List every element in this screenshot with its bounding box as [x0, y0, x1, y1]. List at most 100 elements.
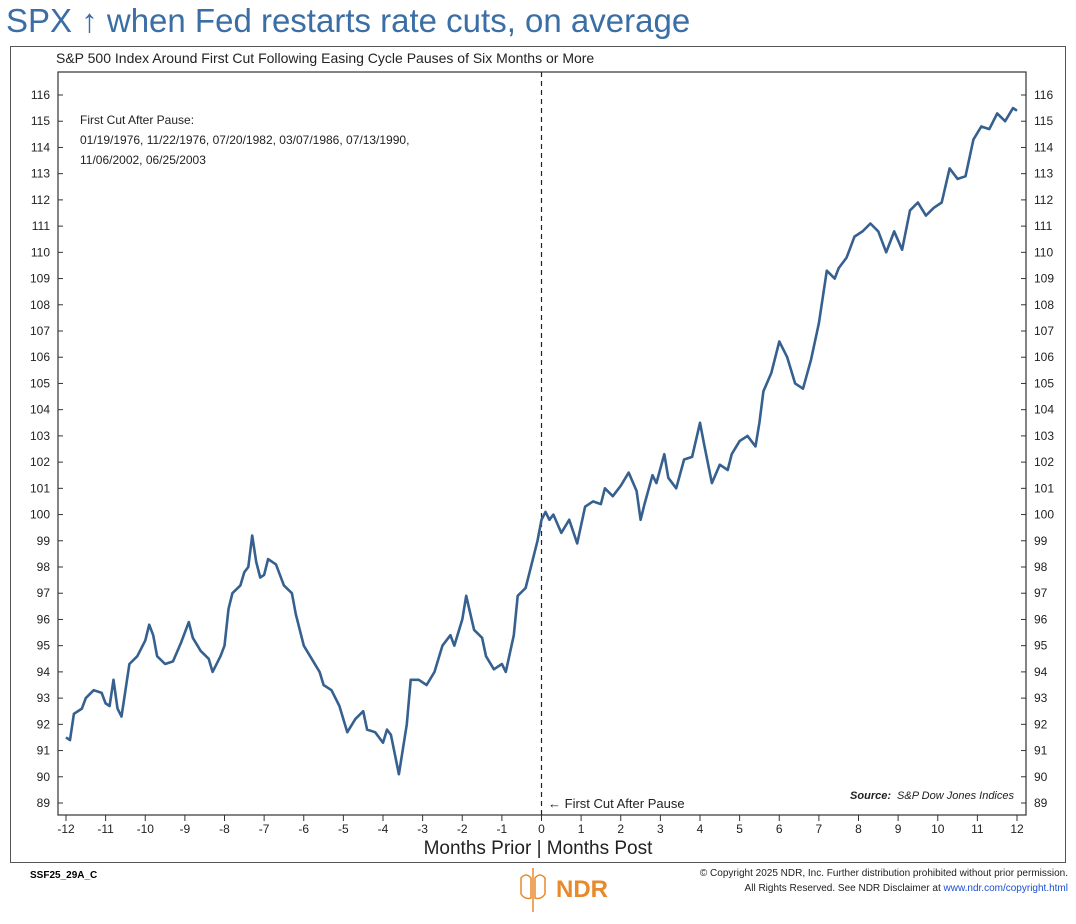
- x-tick-label: 7: [816, 822, 823, 836]
- x-tick-label: 6: [776, 822, 783, 836]
- y-tick-label-left: 101: [30, 481, 50, 495]
- x-tick-label: -1: [497, 822, 508, 836]
- y-tick-label-left: 115: [31, 114, 50, 128]
- y-tick-label-right: 110: [1034, 245, 1053, 259]
- chart-title: S&P 500 Index Around First Cut Following…: [56, 50, 595, 66]
- x-tick-label: 11: [971, 822, 984, 836]
- x-tick-label: -7: [259, 822, 270, 836]
- y-tick-label-left: 92: [37, 717, 51, 731]
- x-tick-label: -12: [57, 822, 75, 836]
- y-tick-label-right: 109: [1034, 272, 1054, 286]
- copyright: © Copyright 2025 NDR, Inc. Further distr…: [699, 868, 1069, 894]
- y-tick-label-left: 105: [30, 376, 50, 390]
- annotation-title: First Cut After Pause:: [80, 113, 195, 127]
- x-tick-label: 10: [931, 822, 945, 836]
- y-tick-label-left: 99: [37, 534, 51, 548]
- y-tick-label-left: 111: [32, 219, 51, 233]
- ndr-logo: NDR: [516, 868, 608, 912]
- x-tick-label: 3: [657, 822, 664, 836]
- y-tick-label-left: 102: [30, 455, 50, 469]
- source-label: Source:: [850, 790, 892, 802]
- x-tick-label: -9: [180, 822, 191, 836]
- x-tick-label: -11: [97, 822, 114, 836]
- y-tick-label-left: 103: [30, 429, 50, 443]
- y-tick-label-right: 95: [1034, 639, 1048, 653]
- y-tick-label-left: 93: [37, 691, 51, 705]
- y-tick-label-right: 101: [1034, 481, 1054, 495]
- x-tick-label: -10: [137, 822, 155, 836]
- chart-code: SSF25_29A_C: [30, 870, 98, 881]
- annotation-line1: 01/19/1976, 11/22/1976, 07/20/1982, 03/0…: [80, 133, 410, 147]
- y-tick-label-right: 106: [1034, 350, 1054, 364]
- y-tick-label-left: 108: [30, 298, 50, 312]
- y-tick-label-right: 90: [1034, 770, 1048, 784]
- annotation-line2: 11/06/2002, 06/25/2003: [80, 153, 206, 167]
- x-tick-label: 5: [736, 822, 743, 836]
- y-tick-label-right: 99: [1034, 534, 1048, 548]
- y-tick-label-right: 102: [1034, 455, 1054, 469]
- y-tick-label-right: 91: [1034, 744, 1048, 758]
- y-tick-label-right: 105: [1034, 376, 1054, 390]
- y-tick-label-left: 106: [30, 350, 50, 364]
- y-tick-label-right: 100: [1034, 508, 1054, 522]
- y-tick-label-right: 114: [1034, 140, 1053, 154]
- x-tick-label: 4: [697, 822, 704, 836]
- source-text: S&P Dow Jones Indices: [897, 790, 1014, 802]
- y-tick-label-left: 97: [37, 586, 51, 600]
- x-tick-label: -4: [378, 822, 389, 836]
- x-tick-label: 1: [578, 822, 585, 836]
- y-tick-label-right: 97: [1034, 586, 1048, 600]
- headline: SPX ↑ when Fed restarts rate cuts, on av…: [6, 2, 691, 39]
- y-tick-label-right: 112: [1034, 193, 1053, 207]
- annotation: First Cut After Pause: 01/19/1976, 11/22…: [80, 110, 409, 170]
- y-tick-label-right: 94: [1034, 665, 1048, 679]
- y-tick-label-left: 89: [37, 796, 51, 810]
- chart-frame: [10, 46, 1066, 863]
- y-tick-label-left: 116: [31, 88, 50, 102]
- x-tick-label: -2: [457, 822, 468, 836]
- x-tick-label: -3: [417, 822, 428, 836]
- arrow-left-icon: ←: [548, 796, 565, 811]
- y-tick-label-left: 96: [37, 612, 51, 626]
- y-tick-label-right: 104: [1034, 403, 1054, 417]
- y-tick-label-right: 107: [1034, 324, 1054, 338]
- y-tick-label-left: 109: [30, 272, 50, 286]
- x-tick-label: 12: [1010, 822, 1024, 836]
- y-tick-label-right: 96: [1034, 612, 1048, 626]
- y-tick-label-left: 110: [31, 245, 50, 259]
- x-axis-title: Months Prior | Months Post: [423, 838, 653, 859]
- y-tick-label-left: 107: [30, 324, 50, 338]
- y-tick-label-left: 100: [30, 508, 50, 522]
- y-tick-label-left: 91: [37, 744, 51, 758]
- y-tick-label-right: 111: [1034, 219, 1053, 233]
- y-tick-label-left: 104: [30, 403, 50, 417]
- y-tick-label-left: 98: [37, 560, 51, 574]
- copyright-link[interactable]: www.ndr.com/copyright.html: [943, 883, 1069, 894]
- y-tick-label-right: 98: [1034, 560, 1048, 574]
- y-tick-label-left: 113: [31, 167, 50, 181]
- y-tick-label-right: 115: [1034, 114, 1053, 128]
- y-tick-label-left: 114: [31, 140, 50, 154]
- x-tick-label: 0: [538, 822, 545, 836]
- y-tick-label-right: 108: [1034, 298, 1054, 312]
- y-tick-label-right: 116: [1034, 88, 1053, 102]
- y-tick-label-right: 103: [1034, 429, 1054, 443]
- y-tick-label-left: 94: [37, 665, 51, 679]
- y-tick-label-right: 92: [1034, 717, 1048, 731]
- y-tick-label-left: 112: [31, 193, 50, 207]
- y-tick-label-left: 90: [37, 770, 51, 784]
- series-line: [65, 106, 1018, 776]
- x-tick-label: -6: [298, 822, 309, 836]
- x-tick-label: -5: [338, 822, 349, 836]
- y-tick-label-right: 113: [1034, 167, 1053, 181]
- x-tick-label: -8: [219, 822, 230, 836]
- source: Source: S&P Dow Jones Indices: [850, 790, 1014, 802]
- vline-label: ← First Cut After Pause: [548, 796, 685, 811]
- bull-bear-logo-icon: [520, 868, 546, 912]
- x-tick-label: 2: [617, 822, 624, 836]
- y-tick-label-right: 89: [1034, 796, 1048, 810]
- y-tick-label-left: 95: [37, 639, 51, 653]
- x-tick-label: 8: [855, 822, 862, 836]
- x-tick-label: 9: [895, 822, 902, 836]
- y-tick-label-right: 93: [1034, 691, 1048, 705]
